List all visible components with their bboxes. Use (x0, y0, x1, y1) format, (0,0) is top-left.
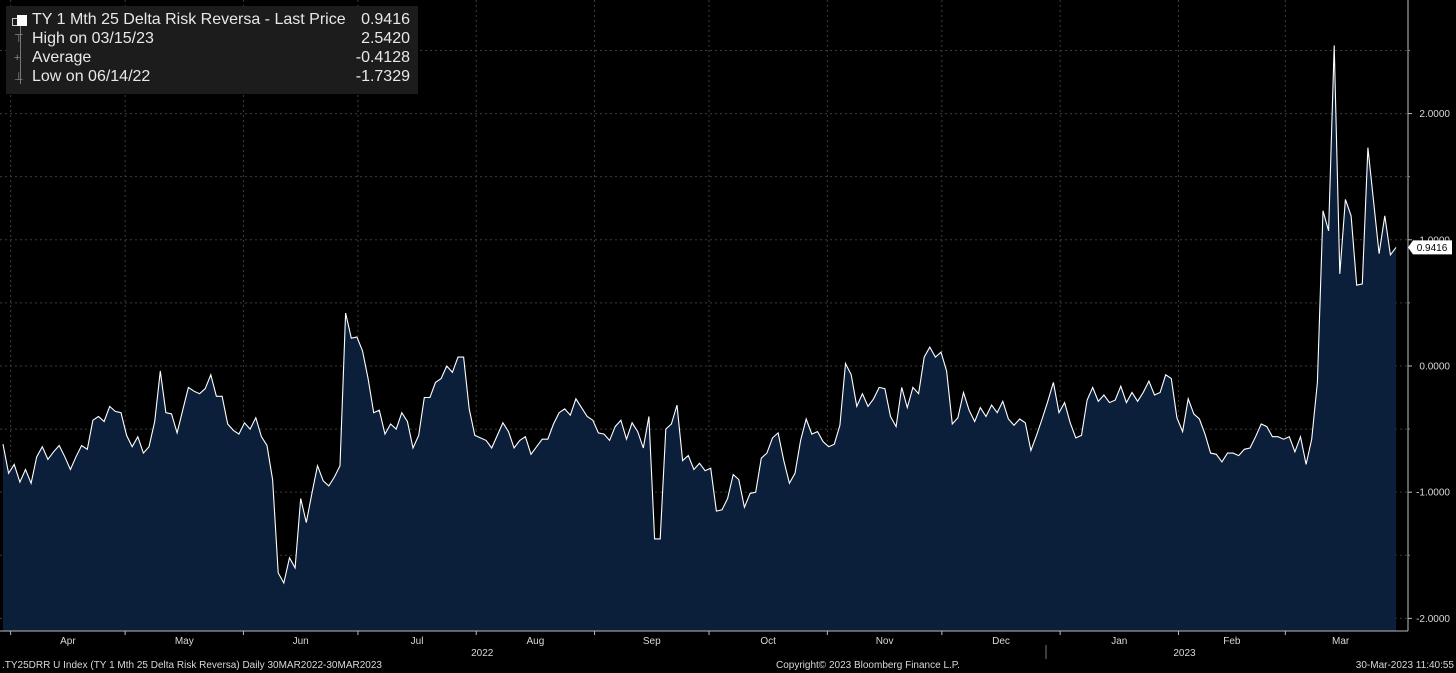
footer-copyright: Copyright© 2023 Bloomberg Finance L.P. (776, 660, 960, 671)
legend-low-value: -1.7329 (355, 68, 410, 85)
x-tick-label: Nov (876, 636, 894, 647)
legend-low-label: Low on 06/14/22 (32, 68, 151, 85)
x-tick-label: Jun (293, 636, 309, 647)
last-price-tag (1408, 240, 1452, 255)
x-axis-labels: Apr May Jun Jul Aug Sep Oct Nov Dec Jan Feb Mar 2022… (10, 631, 1350, 659)
x-tick-label: Feb (1223, 636, 1241, 647)
legend-connector (20, 22, 21, 84)
low-marker-icon: ⊥ (14, 71, 24, 83)
x-tick-label: Sep (643, 636, 661, 647)
series-area (3, 45, 1396, 631)
legend-high-value: 2.5420 (361, 30, 410, 47)
legend-average-label: Average (32, 49, 92, 66)
y-tick-label: -1.0000 (1416, 488, 1450, 499)
y-tick-label: -2.0000 (1416, 614, 1450, 625)
legend-box: TY 1 Mth 25 Delta Risk Reversa - Last Pr… (6, 6, 418, 94)
legend-high-label: High on 03/15/23 (32, 30, 154, 47)
x-tick-label: May (175, 636, 194, 647)
legend-row-low: ⊥ Low on 06/14/22 -1.7329 (6, 68, 418, 87)
x-tick-label: Dec (992, 636, 1010, 647)
x-tick-label: Mar (1332, 636, 1350, 647)
average-marker-icon: + (14, 52, 21, 64)
x-tick-label: Aug (526, 636, 544, 647)
legend-row-average: + Average -0.4128 (6, 49, 418, 68)
x-tick-label: Apr (60, 636, 76, 647)
legend-row-high: ⊤ High on 03/15/23 2.5420 (6, 30, 418, 49)
legend-average-value: -0.4128 (355, 49, 410, 66)
last-price-label: 0.9416 (1417, 243, 1448, 254)
legend-title: TY 1 Mth 25 Delta Risk Reversa - Last Pr… (32, 11, 346, 28)
footer-security-description: .TY25DRR U Index (TY 1 Mth 25 Delta Risk… (2, 660, 382, 671)
footer-bar: .TY25DRR U Index (TY 1 Mth 25 Delta Risk… (0, 655, 1456, 673)
y-tick-label: 2.0000 (1419, 109, 1450, 120)
x-tick-label: Oct (760, 636, 776, 647)
x-tick-label: Jan (1111, 636, 1127, 647)
footer-timestamp: 30-Mar-2023 11:40:55 (1355, 660, 1454, 671)
last-price-marker: 0.9416 (1408, 240, 1452, 255)
axes (0, 0, 1409, 659)
x-tick-label: Jul (411, 636, 424, 647)
x-year-label: 2022 (471, 648, 494, 659)
legend-last-value: 0.9416 (361, 11, 410, 28)
legend-row-last: TY 1 Mth 25 Delta Risk Reversa - Last Pr… (6, 11, 418, 30)
series-line (2, 45, 1397, 585)
high-marker-icon: ⊤ (14, 33, 24, 45)
x-year-label: 2023 (1173, 648, 1196, 659)
series-swatch-icon (12, 14, 27, 26)
y-tick-label: 0.0000 (1419, 361, 1450, 372)
